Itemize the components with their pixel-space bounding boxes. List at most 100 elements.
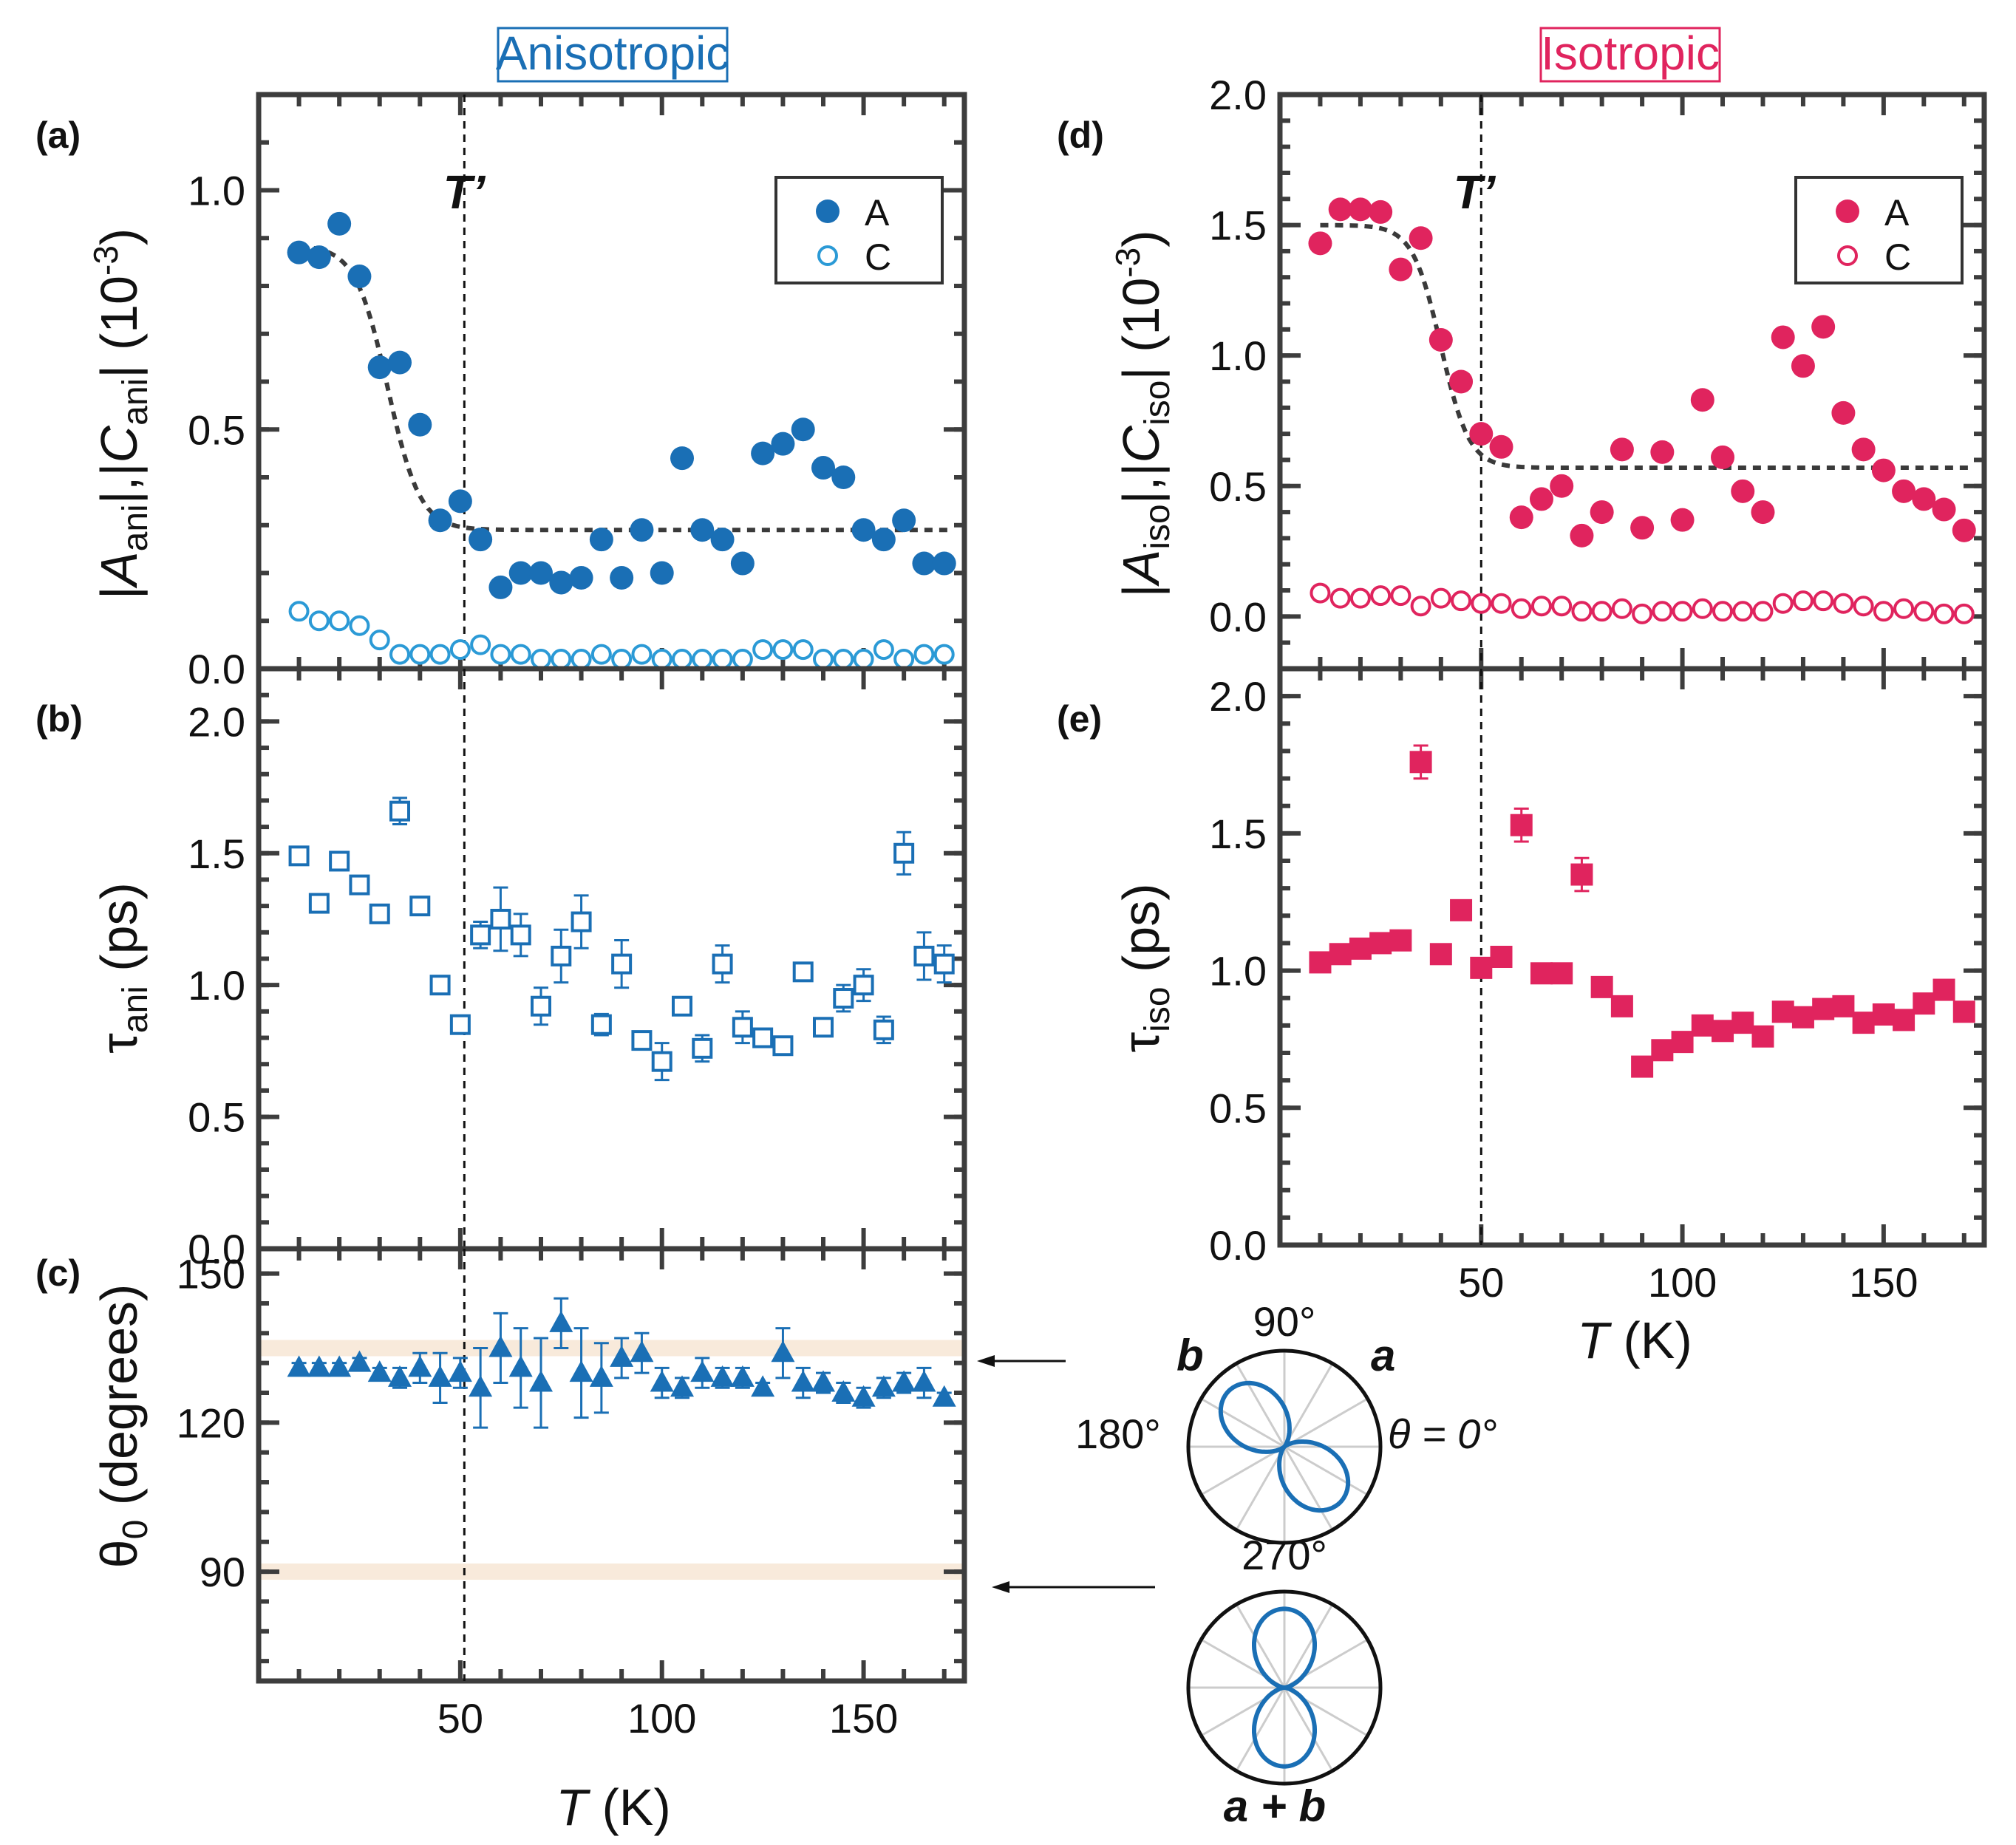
data-point	[1690, 388, 1714, 412]
panel-c: 90 120 150 50 100 150	[177, 1246, 967, 1742]
data-point	[590, 1014, 612, 1035]
data-point	[1469, 422, 1494, 446]
y-tick-label: 1.5	[1209, 202, 1267, 249]
fit-curve	[299, 244, 953, 533]
data-point	[429, 975, 451, 996]
data-point	[1772, 593, 1794, 614]
data-point	[1631, 1055, 1654, 1078]
data-point	[388, 350, 412, 375]
legend-marker-c	[817, 245, 838, 266]
data-point	[913, 644, 935, 665]
data-point	[307, 245, 331, 270]
data-point	[1732, 601, 1754, 622]
data-point	[712, 649, 733, 670]
data-point	[771, 432, 795, 456]
data-point	[1369, 199, 1393, 224]
data-point	[732, 1017, 753, 1038]
data-point	[690, 518, 715, 542]
data-point	[1652, 601, 1673, 622]
y-tick-label: 1.0	[188, 962, 245, 1009]
polar-axis-b: b	[1176, 1331, 1204, 1380]
data-point	[1650, 440, 1675, 464]
data-point	[1510, 814, 1533, 836]
data-point	[892, 1370, 916, 1392]
data-point	[369, 903, 390, 924]
data-point	[1409, 751, 1432, 774]
data-point	[569, 1360, 593, 1382]
data-point	[751, 441, 775, 465]
data-point	[813, 1017, 834, 1038]
data-point	[1470, 956, 1493, 979]
data-point	[1892, 479, 1916, 503]
data-point	[1932, 497, 1956, 522]
legend-label-c: C	[865, 236, 891, 278]
data-point	[710, 1365, 735, 1387]
data-point	[409, 644, 431, 665]
data-point	[631, 644, 653, 665]
data-point	[1913, 992, 1935, 1015]
data-point	[1791, 354, 1815, 378]
data-point	[1711, 445, 1735, 469]
data-point	[1731, 1012, 1754, 1034]
data-point	[811, 1370, 835, 1392]
data-point	[488, 1335, 513, 1357]
data-point	[448, 489, 472, 514]
data-point	[1712, 1020, 1734, 1043]
series-a	[1308, 197, 1976, 548]
data-point	[571, 911, 592, 932]
series-c	[1310, 582, 1975, 624]
data-point	[912, 551, 936, 576]
data-point	[1671, 1031, 1694, 1054]
data-point	[1349, 937, 1372, 960]
data-point	[347, 1350, 372, 1372]
data-point	[1871, 458, 1896, 482]
data-point	[1329, 943, 1352, 966]
data-point	[751, 1375, 775, 1397]
data-point	[1410, 596, 1431, 617]
x-tick-label: 100	[627, 1695, 696, 1742]
data-point	[1348, 197, 1372, 222]
data-point	[933, 644, 955, 665]
data-point	[871, 528, 896, 552]
data-point	[871, 1375, 896, 1397]
data-point	[1308, 231, 1332, 256]
data-point	[408, 412, 432, 437]
data-point	[329, 610, 350, 632]
data-point	[470, 634, 491, 655]
data-point	[1670, 508, 1695, 532]
data-point	[752, 1027, 774, 1048]
data-point	[651, 1051, 672, 1072]
data-point	[1591, 601, 1613, 622]
data-point	[1952, 518, 1976, 542]
data-point	[690, 1360, 715, 1382]
data-point	[1509, 505, 1533, 530]
data-point	[1570, 523, 1594, 548]
data-point	[1370, 585, 1392, 607]
data-point	[1712, 601, 1734, 622]
data-point	[287, 1355, 311, 1377]
data-point	[569, 565, 593, 590]
data-point	[1428, 327, 1453, 352]
data-point	[1952, 1000, 1975, 1023]
y-tick-label: 120	[177, 1399, 245, 1446]
data-point	[670, 1375, 694, 1397]
data-point	[853, 975, 874, 996]
data-point	[449, 1014, 471, 1035]
data-point	[1651, 1039, 1674, 1062]
data-point	[1529, 487, 1553, 511]
legend-marker-a	[1836, 199, 1859, 223]
data-point	[409, 896, 431, 917]
data-point	[470, 924, 491, 946]
data-point	[1471, 593, 1492, 614]
reference-band	[259, 1340, 964, 1357]
data-point	[1611, 598, 1632, 619]
data-point	[1389, 257, 1413, 282]
data-point	[1672, 601, 1693, 622]
data-point	[1369, 932, 1392, 955]
data-point	[408, 1355, 432, 1377]
data-point	[730, 1365, 755, 1387]
data-point	[449, 639, 471, 661]
data-point	[1771, 325, 1795, 349]
fit-curve	[1320, 222, 1972, 470]
